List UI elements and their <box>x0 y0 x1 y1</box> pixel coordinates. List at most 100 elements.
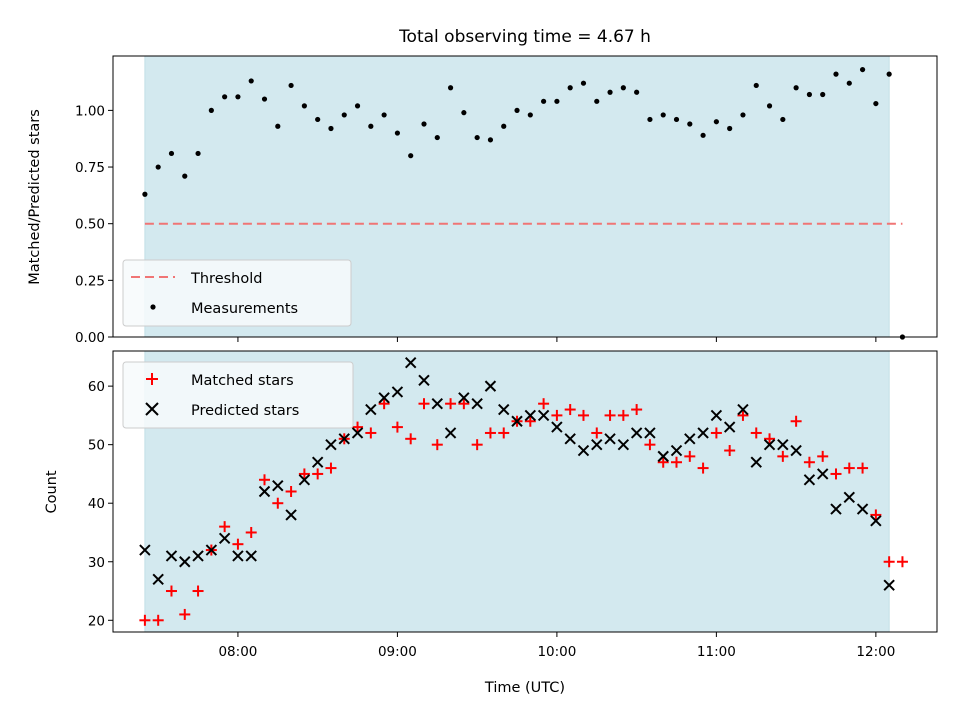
measurement-point <box>660 112 666 118</box>
measurement-point <box>341 112 347 118</box>
predicted-star-point <box>365 403 377 416</box>
predicted-star-point <box>577 444 590 457</box>
matched-star-point <box>803 456 815 468</box>
measurement-point <box>408 153 414 159</box>
predicted-star-point <box>404 357 417 369</box>
matched-star-point <box>710 427 722 439</box>
matched-star-point <box>883 556 895 568</box>
matched-star-point <box>192 585 204 597</box>
measurements-series <box>142 66 906 340</box>
measurement-point <box>501 123 507 129</box>
measurement-point <box>275 123 281 129</box>
predicted-star-point <box>351 427 364 439</box>
matched-star-point <box>179 608 191 620</box>
measurement-point <box>740 112 746 118</box>
predicted-star-point <box>511 415 523 427</box>
predicted-star-point <box>458 392 470 404</box>
measurement-point <box>514 107 520 113</box>
measurement-point <box>620 85 626 91</box>
matched-star-point <box>378 398 390 410</box>
legend-matched-label: Matched stars <box>191 373 294 389</box>
measurement-point <box>394 130 401 136</box>
bottom-ticks: 20 30 40 50 60 08:00 09:00 10:00 11:00 12:00 <box>88 379 896 660</box>
measurement-point <box>182 173 188 179</box>
measurement-point <box>873 100 879 107</box>
predicted-star-point <box>816 468 829 480</box>
y-tick-label: 50 <box>88 438 105 454</box>
matched-star-point <box>896 556 908 568</box>
matched-star-point <box>671 456 683 468</box>
legend-threshold-label: Threshold <box>190 271 262 287</box>
predicted-star-point <box>311 456 324 468</box>
matched-star-point <box>857 462 869 474</box>
matched-star-point <box>843 462 855 474</box>
matched-star-point <box>657 456 669 468</box>
predicted-star-point <box>498 403 510 416</box>
measurement-point <box>474 134 480 141</box>
y-tick-label: 30 <box>88 555 105 571</box>
predicted-star-point <box>272 479 284 492</box>
predicted-star-point <box>378 392 390 404</box>
matched-star-point <box>219 521 231 533</box>
matched-star-point <box>538 398 550 410</box>
measurement-point <box>594 98 600 104</box>
matched-star-point <box>697 462 709 474</box>
legend-measurements-label: Measurements <box>191 301 298 317</box>
predicted-star-point <box>444 427 457 439</box>
predicted-star-point <box>192 550 204 562</box>
predicted-star-point <box>338 433 350 445</box>
measurement-point <box>554 98 560 104</box>
measurement-point <box>421 121 427 127</box>
matched-star-point <box>232 538 244 550</box>
measurement-point <box>208 107 214 113</box>
predicted-star-point <box>630 427 643 439</box>
predicted-star-point <box>205 544 218 556</box>
measurement-point <box>886 71 892 77</box>
measurement-point <box>833 71 839 77</box>
predicted-star-point <box>830 503 842 515</box>
bottom-axes-frame <box>112 350 938 633</box>
predicted-star-point <box>710 409 723 422</box>
matched-star-point <box>484 427 496 439</box>
predicted-star-point <box>179 556 191 568</box>
predicted-star-point <box>537 409 550 422</box>
top-chart-title: Total observing time = 4.67 h <box>398 27 651 47</box>
measurement-point <box>527 112 533 118</box>
matched-star-point <box>152 614 164 626</box>
measurement-point <box>607 89 613 95</box>
predicted-star-point <box>763 438 776 451</box>
matched-star-point <box>817 450 829 462</box>
legend-predicted-swatch <box>145 402 159 416</box>
matched-star-point <box>524 415 536 427</box>
top-y-axis-label: Matched/Predicted stars <box>27 109 43 285</box>
legend-measurements-swatch <box>150 304 156 310</box>
matched-star-point <box>551 409 563 421</box>
x-tick-label: 11:00 <box>697 644 736 660</box>
measurement-point <box>766 103 773 109</box>
y-tick-label: 0.25 <box>75 273 105 289</box>
matched-star-point <box>790 415 802 427</box>
predicted-star-point <box>803 474 816 486</box>
predicted-star-point <box>737 403 749 416</box>
predicted-star-point <box>777 438 789 451</box>
matched-star-point <box>564 404 576 416</box>
matched-star-point <box>245 526 257 538</box>
matched-star-point <box>684 450 696 462</box>
predicted-star-point <box>644 427 656 439</box>
predicted-star-point <box>551 421 563 433</box>
predicted-star-point <box>258 485 271 498</box>
matched-star-point <box>577 409 589 421</box>
legend-matched-swatch <box>146 373 158 385</box>
predicted-star-point <box>139 544 151 556</box>
x-tick-label: 12:00 <box>856 644 895 660</box>
measurement-point <box>235 94 241 100</box>
matched-star-point <box>724 445 736 457</box>
matched-star-point <box>165 585 177 597</box>
matched-star-point <box>870 509 882 521</box>
measurement-point <box>328 125 334 132</box>
measurement-point <box>713 119 719 125</box>
predicted-star-point <box>564 433 576 445</box>
predicted-star-point <box>218 532 231 545</box>
bottom-legend-box <box>122 361 354 429</box>
top-subplot: Total observing time = 4.67 h 0.000.250.… <box>27 27 938 346</box>
